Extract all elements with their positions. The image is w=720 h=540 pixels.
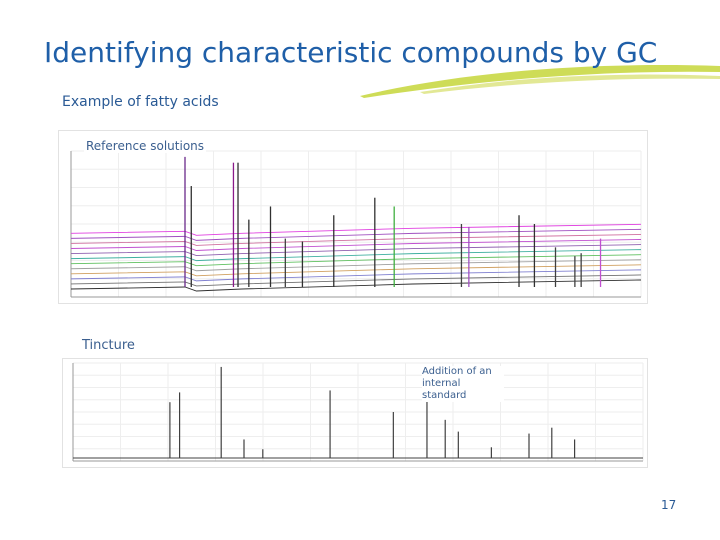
reference-trace bbox=[70, 244, 642, 257]
reference-chromatogram-panel bbox=[58, 130, 648, 304]
reference-trace bbox=[70, 259, 642, 272]
reference-trace bbox=[70, 274, 642, 287]
reference-chromatogram bbox=[70, 150, 642, 298]
reference-trace bbox=[70, 228, 642, 241]
reference-trace bbox=[70, 223, 642, 236]
reference-solutions-label: Reference solutions bbox=[84, 139, 207, 153]
reference-trace bbox=[70, 254, 642, 267]
slide-title: Identifying characteristic compounds by … bbox=[44, 36, 658, 69]
tincture-chromatogram bbox=[72, 362, 644, 462]
reference-trace bbox=[70, 233, 642, 246]
reference-trace bbox=[70, 249, 642, 262]
reference-trace bbox=[70, 239, 642, 251]
reference-trace bbox=[70, 264, 642, 277]
internal-standard-annotation: Addition of an internal standard bbox=[422, 366, 504, 402]
tincture-chromatogram-panel bbox=[62, 358, 648, 468]
slide-subtitle: Example of fatty acids bbox=[62, 94, 219, 110]
page-number: 17 bbox=[661, 498, 677, 512]
reference-trace bbox=[70, 269, 642, 282]
reference-trace bbox=[70, 279, 642, 292]
tincture-label: Tincture bbox=[80, 338, 137, 353]
